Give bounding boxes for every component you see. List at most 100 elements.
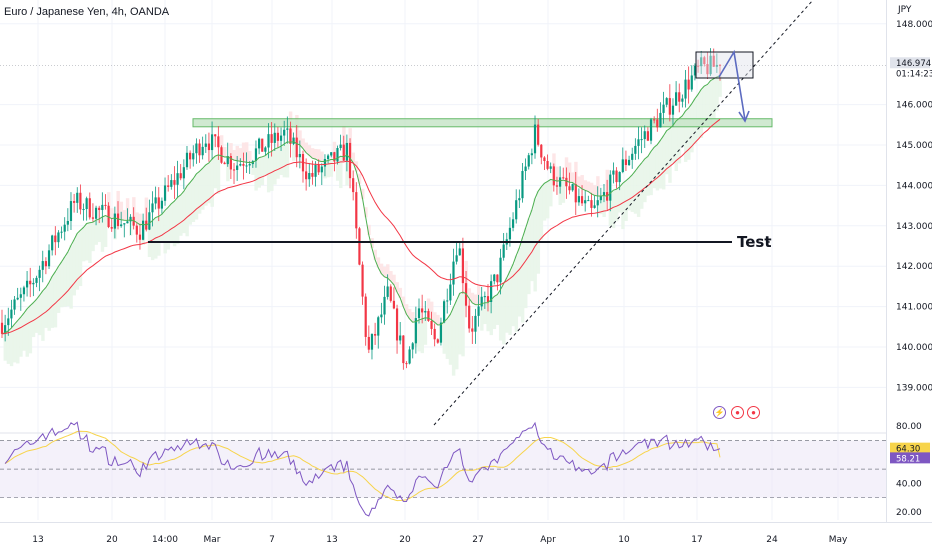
- alert-icon[interactable]: ●: [731, 406, 744, 419]
- candle-body: [35, 277, 38, 283]
- candle-body: [283, 129, 286, 136]
- ema-band-segment: [680, 115, 685, 148]
- candle-body: [593, 205, 596, 208]
- candle-body: [116, 213, 120, 227]
- candle-body: [395, 308, 399, 341]
- ema-band-segment: [408, 308, 412, 319]
- lightning-icon[interactable]: ⚡: [713, 406, 726, 419]
- candle-body: [314, 164, 317, 177]
- ema-band-segment: [417, 319, 421, 352]
- ema-band-segment: [376, 257, 381, 268]
- candle-body: [681, 98, 684, 102]
- candle-body: [163, 185, 167, 201]
- ema-band-segment: [88, 222, 92, 263]
- ema-band-segment: [502, 283, 506, 345]
- ema-band-segment: [332, 141, 337, 160]
- record-icon[interactable]: ●: [747, 406, 760, 419]
- ema-band-segment: [420, 318, 425, 354]
- candle-body: [38, 269, 41, 278]
- ema-band-segment: [524, 228, 528, 309]
- candle-body: [549, 166, 552, 169]
- ema-band-segment: [241, 142, 246, 162]
- candle-body: [590, 200, 593, 208]
- ema-band-segment: [254, 160, 258, 191]
- time-tick-label: 17: [691, 535, 702, 545]
- candle-body: [361, 264, 364, 297]
- time-tick-label: 20: [106, 535, 118, 545]
- ema-band-segment: [135, 212, 139, 223]
- ema-band-segment: [671, 125, 675, 163]
- rsi-ma-badge: 58.21: [896, 454, 920, 464]
- ema-lines: [1, 74, 721, 335]
- candle-body: [258, 138, 261, 149]
- candle-body: [442, 301, 446, 323]
- ema-band-segment: [433, 312, 437, 323]
- candle-body: [286, 128, 289, 130]
- candle-body: [22, 287, 26, 295]
- candle-body: [195, 143, 198, 154]
- candle-body: [73, 201, 76, 203]
- candle-body: [540, 144, 543, 158]
- candle-body: [198, 143, 201, 156]
- ema-band-segment: [373, 249, 377, 260]
- candle-body: [399, 335, 402, 341]
- drawing-tools[interactable]: Test: [148, 0, 814, 426]
- ema-band-segment: [210, 159, 214, 207]
- candle-body: [715, 64, 718, 67]
- ema-band-segment: [260, 156, 265, 186]
- ema-band-segment: [423, 317, 428, 345]
- candle-body: [295, 137, 298, 158]
- price-tick-label: 142.000: [896, 262, 932, 272]
- price-tick-label: 140.000: [896, 343, 932, 353]
- candle-body: [392, 300, 396, 309]
- candle-body: [214, 134, 217, 137]
- ema-band-segment: [633, 170, 638, 214]
- candle-body: [643, 131, 646, 140]
- ema-band-segment: [665, 130, 669, 175]
- price-tick-label: 144.000: [896, 181, 932, 191]
- candle-body: [204, 143, 207, 147]
- ema-band-segment: [298, 130, 302, 146]
- ema-band-segment: [555, 166, 559, 182]
- candle-body: [624, 159, 628, 166]
- ema-band-segment: [197, 171, 202, 214]
- price-tick-label: 141.000: [896, 303, 932, 313]
- ema-band-segment: [75, 233, 80, 290]
- candle-body: [311, 173, 314, 177]
- ema-band-segment: [709, 80, 713, 124]
- ema-band-segment: [94, 220, 98, 245]
- candle-body: [518, 198, 521, 201]
- resistance-zone[interactable]: [192, 118, 773, 128]
- candle-body: [141, 220, 145, 240]
- price-tick-label: 148.000: [896, 20, 932, 30]
- candle-body: [577, 196, 581, 203]
- ema-band-segment: [47, 282, 51, 331]
- ema-band-segment: [25, 308, 29, 357]
- ema-band-segment: [442, 321, 446, 354]
- ema-band-segment: [661, 135, 666, 190]
- candle-body: [474, 315, 477, 332]
- ema-band-segment: [147, 223, 152, 258]
- ema-band-segment: [489, 299, 493, 336]
- ema-band-segment: [542, 183, 547, 221]
- symbol-title[interactable]: Euro / Japanese Yen, 4h, OANDA: [4, 6, 170, 18]
- ema-band-segment: [238, 148, 243, 162]
- candle-body: [533, 124, 537, 154]
- ema-band-segment: [97, 218, 102, 243]
- ema-band-segment: [467, 288, 472, 299]
- time-tick-label: 20: [399, 535, 411, 545]
- candle-body: [627, 159, 631, 166]
- candle-body: [367, 336, 370, 350]
- ema-band-segment: [492, 296, 497, 329]
- ema-band-segment: [630, 174, 635, 212]
- candle-body: [57, 232, 60, 243]
- candle-body: [656, 119, 659, 128]
- candle-body: [408, 349, 411, 364]
- candle-body: [113, 213, 116, 229]
- candle-body: [66, 220, 69, 225]
- rsi-tick-label: 80.00: [896, 422, 922, 432]
- candle-body: [631, 153, 634, 160]
- ema-band-segment: [392, 274, 396, 285]
